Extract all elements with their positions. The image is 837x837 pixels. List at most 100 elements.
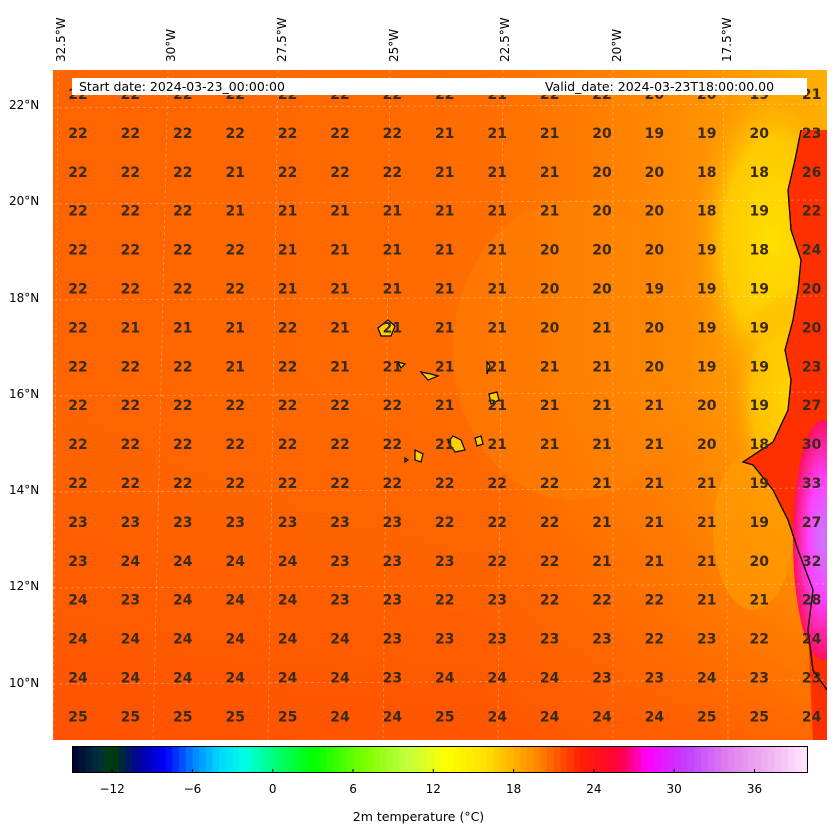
temperature-value-label: 21: [645, 476, 664, 492]
cape-verde-islands: [377, 319, 500, 464]
temperature-value-label: 21: [645, 437, 664, 453]
temperature-value-label: 21: [592, 476, 611, 492]
colorbar-segment: [801, 746, 808, 773]
temperature-value-label: 23: [68, 554, 87, 570]
colorbar-segment: [252, 746, 260, 773]
temperature-value-label: 24: [121, 554, 141, 570]
temperature-value-label: 24: [121, 671, 141, 687]
temperature-value-label: 23: [330, 554, 349, 570]
colorbar-segment: [700, 746, 709, 773]
lat-label-18n: 18°N: [9, 291, 40, 305]
temperature-value-label: 25: [435, 709, 454, 725]
colorbar-segment: [292, 746, 301, 773]
colorbar-segment: [727, 746, 735, 773]
colorbar-segment: [132, 746, 140, 773]
temperature-value-label: 20: [749, 554, 769, 570]
temperature-value-label: 21: [540, 359, 559, 375]
temperature-value-label: 24: [173, 593, 193, 609]
temperature-value-label: 19: [749, 282, 768, 298]
temperature-value-label: 24: [645, 709, 665, 725]
colorbar-segment: [353, 746, 361, 773]
temperature-value-label: 23: [487, 632, 506, 648]
colorbar-segment: [152, 746, 160, 773]
colorbar-segment: [299, 746, 307, 773]
temperature-value-label: 32: [802, 554, 821, 570]
temperature-value-label: 23: [173, 515, 192, 531]
temperature-value-label: 21: [487, 243, 506, 259]
lat-label-14n: 14°N: [9, 483, 40, 497]
colorbar-segment: [78, 746, 86, 773]
temperature-value-label: 22: [121, 359, 140, 375]
colorbar-segment: [560, 746, 568, 773]
temperature-value-label: 20: [540, 243, 560, 259]
temperature-value-label: 21: [330, 320, 349, 336]
temperature-value-label: 22: [278, 398, 297, 414]
temperature-value-label: 24: [68, 593, 88, 609]
temperature-value-label: 21: [592, 320, 611, 336]
colorbar-segment: [85, 746, 93, 773]
temperature-value-label: 22: [225, 282, 244, 298]
temperature-value-label: 20: [645, 359, 665, 375]
colorbar-segment: [413, 746, 421, 773]
temperature-value-label: 21: [487, 398, 506, 414]
temperature-value-label: 22: [435, 515, 454, 531]
colorbar-segment: [138, 746, 147, 773]
temperature-value-label: 19: [749, 359, 768, 375]
temperature-value-label: 21: [435, 204, 454, 220]
temperature-value-label: 21: [435, 243, 454, 259]
temperature-value-label: 21: [383, 282, 402, 298]
temperature-value-label: 21: [278, 204, 297, 220]
colorbar-segment: [339, 746, 347, 773]
colorbar-segment: [179, 746, 187, 773]
colorbar-segment: [453, 746, 461, 773]
temperature-value-label: 24: [68, 632, 88, 648]
colorbar-segment: [613, 746, 622, 773]
temperature-value-label: 25: [278, 709, 297, 725]
colorbar-segment: [346, 746, 354, 773]
temperature-value-label: 21: [487, 437, 506, 453]
temperature-value-label: 33: [802, 476, 821, 492]
colorbar-segment: [286, 746, 294, 773]
temperature-value-label: 30: [802, 437, 822, 453]
colorbar-tick-label: 12: [425, 782, 441, 796]
temperature-value-label: 22: [173, 437, 192, 453]
temperature-value-label: 21: [225, 359, 244, 375]
temperature-value-label: 24: [68, 671, 88, 687]
temperature-value-label: 21: [225, 320, 244, 336]
temperature-value-label: 23: [802, 359, 821, 375]
colorbar-segment: [620, 746, 628, 773]
temperature-value-label: 21: [697, 476, 716, 492]
colorbar-segment: [526, 746, 535, 773]
temperature-value-label: 24: [330, 709, 350, 725]
colorbar-segment: [761, 746, 769, 773]
temperature-value-label: 22: [173, 243, 192, 259]
colorbar-segment: [580, 746, 588, 773]
colorbar-segment: [674, 746, 682, 773]
colorbar-segment: [607, 746, 615, 773]
temperature-value-label: 22: [330, 398, 349, 414]
temperature-value-label: 21: [278, 243, 297, 259]
temperature-value-label: 21: [435, 165, 454, 181]
colorbar-segment: [158, 746, 167, 773]
temperature-value-label: 22: [540, 554, 559, 570]
colorbar-segment: [640, 746, 649, 773]
temperature-value-label: 22: [330, 476, 349, 492]
temperature-value-label: 19: [697, 126, 716, 142]
temperature-value-label: 27: [802, 515, 821, 531]
colorbar-segment: [734, 746, 742, 773]
temperature-value-label: 22: [278, 359, 297, 375]
temperature-value-label: 23: [592, 632, 611, 648]
temperature-value-label: 22: [592, 593, 611, 609]
lon-label-22-5w: 22.5°W: [498, 17, 512, 62]
temperature-value-label: 21: [383, 359, 402, 375]
temperature-value-label: 22: [173, 165, 192, 181]
temperature-value-label: 24: [383, 709, 403, 725]
temperature-value-label: 18: [749, 243, 768, 259]
temperature-value-label: 24: [697, 671, 717, 687]
colorbar-segment: [399, 746, 408, 773]
temperature-value-label: 25: [749, 709, 768, 725]
temperature-value-label: 25: [173, 709, 192, 725]
temperature-value-label: 22: [68, 437, 87, 453]
temperature-value-label: 23: [802, 126, 821, 142]
colorbar-segment: [587, 746, 595, 773]
